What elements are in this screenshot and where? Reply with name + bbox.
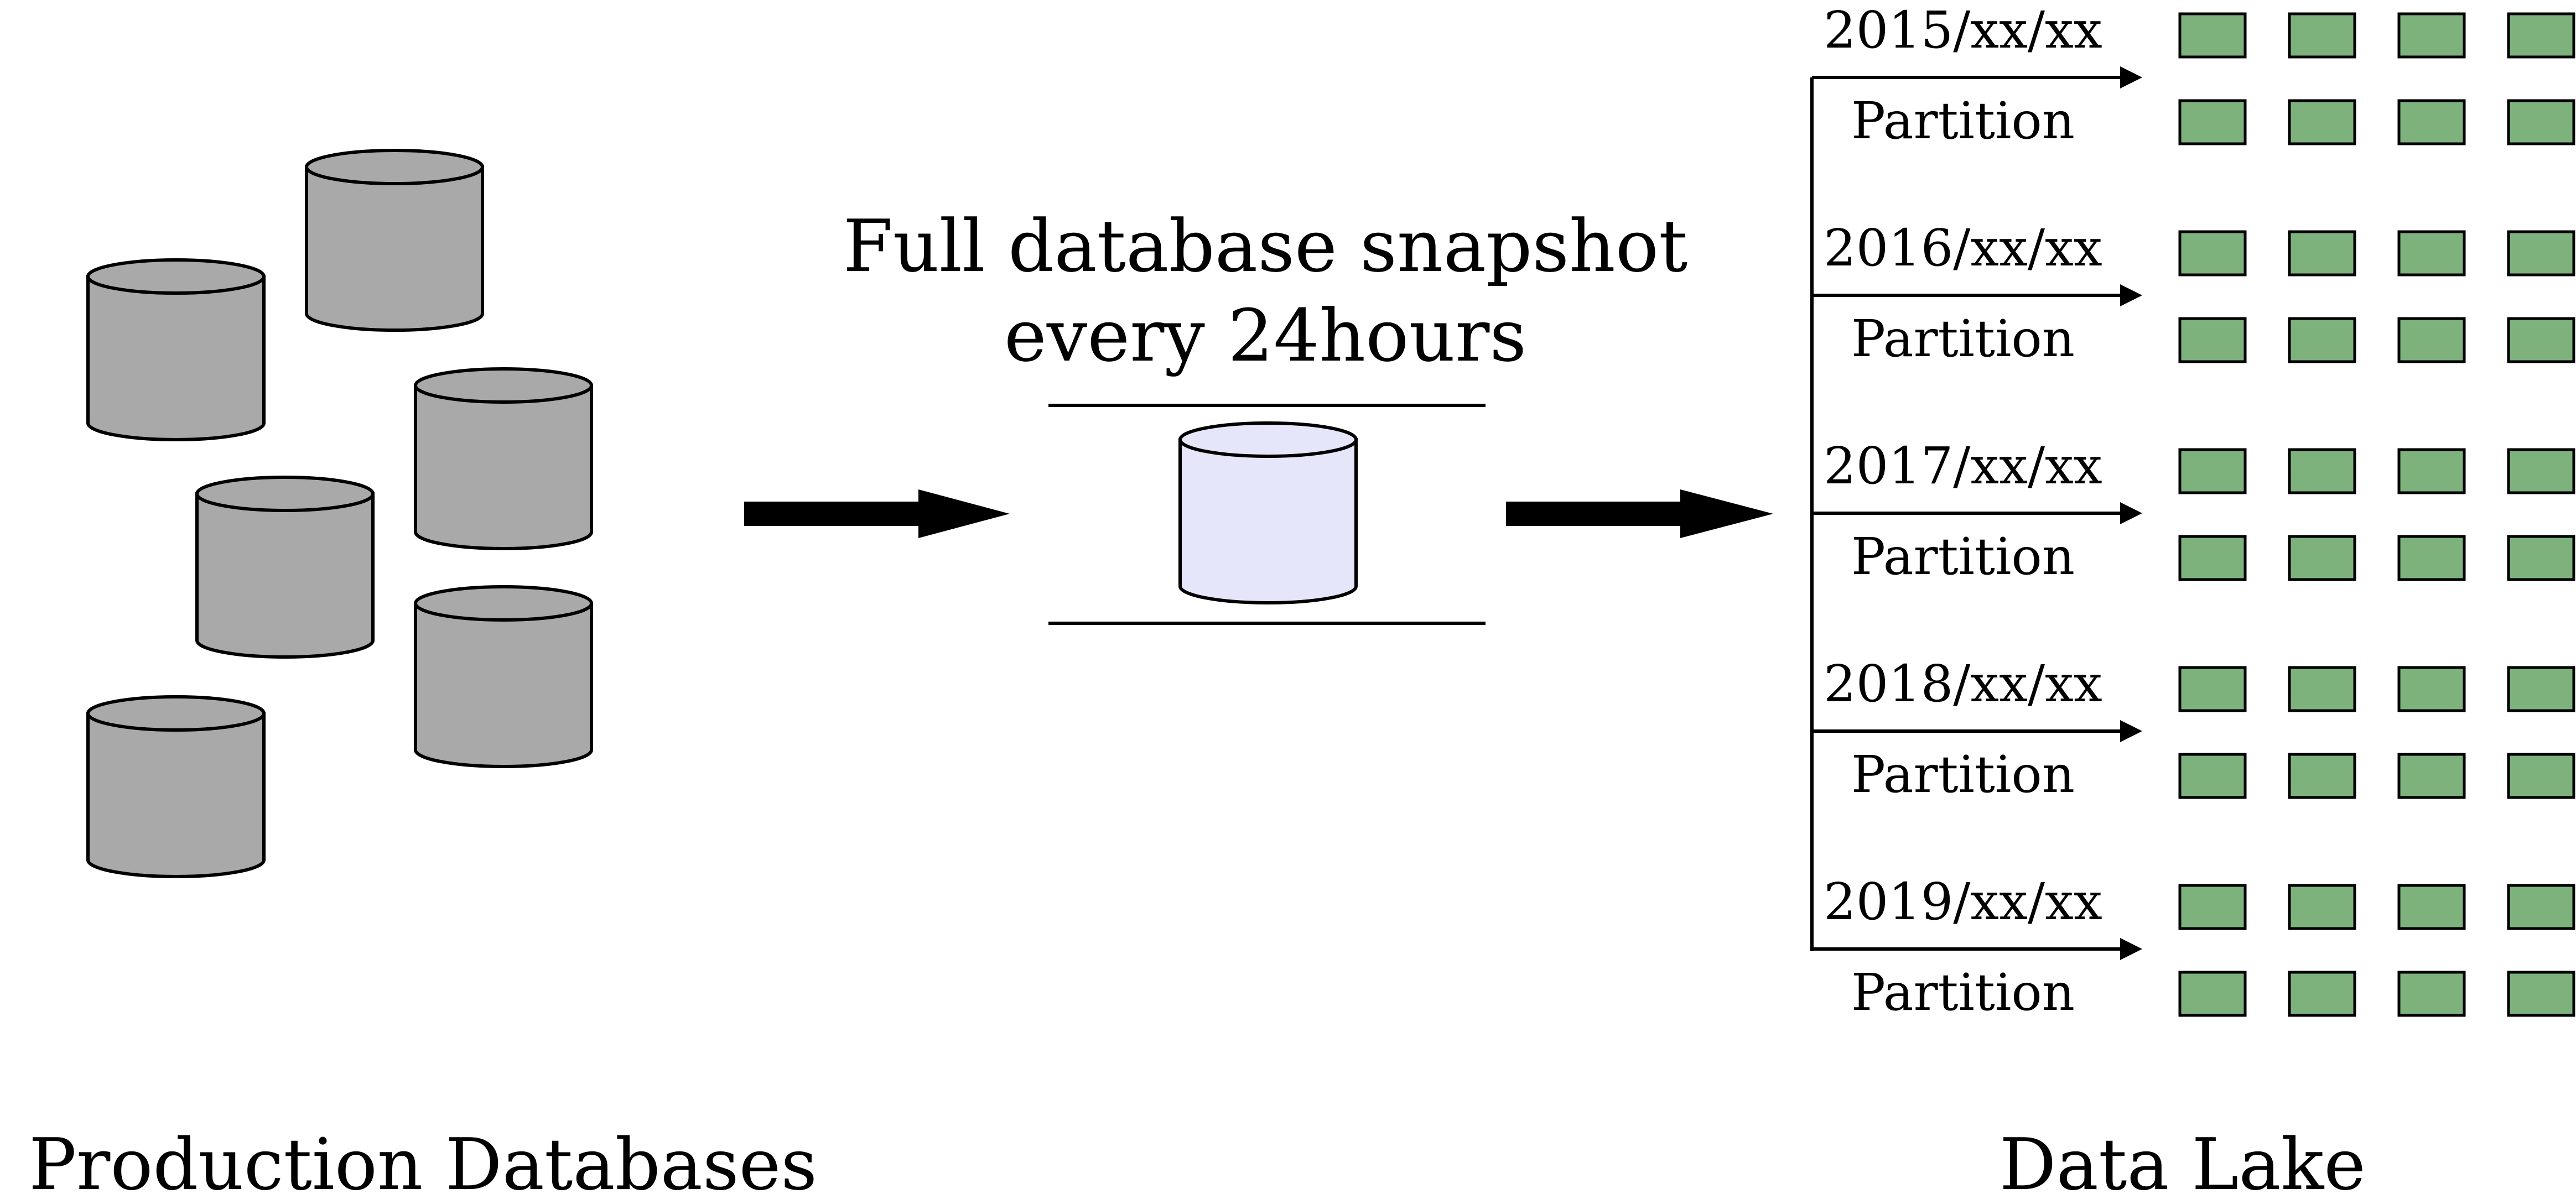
partition-block [2507, 884, 2575, 930]
partition-arrowhead [2120, 284, 2142, 306]
snapshot-database-icon [1178, 421, 1358, 604]
partition-date-label: 2015/xx/xx [1824, 1, 2102, 60]
production-database-icon [305, 149, 484, 332]
partition-date-label: 2019/xx/xx [1824, 872, 2102, 931]
partition-block [2288, 448, 2356, 494]
production-database-icon [86, 695, 266, 878]
partition-block [2397, 99, 2466, 145]
snapshot-label-line1: Full database snapshot [843, 204, 1688, 288]
partition-block [2397, 230, 2466, 277]
partition-block [2397, 753, 2466, 799]
partition-block [2288, 99, 2356, 145]
partition-block [2507, 753, 2575, 799]
partition-block [2507, 535, 2575, 581]
production-database-icon [86, 258, 266, 441]
production-database-icon [195, 476, 375, 659]
partition-label: Partition [1851, 963, 2075, 1022]
partition-block [2507, 317, 2575, 363]
production-databases-group [86, 149, 593, 878]
partition-block [2178, 753, 2247, 799]
partitions-group: 2015/xx/xxPartition2016/xx/xxPartition20… [1812, 1, 2575, 1022]
partition-block [2178, 99, 2247, 145]
partition-label: Partition [1851, 309, 2075, 368]
snapshot-label-line2: every 24hours [1004, 294, 1526, 378]
partition-label: Partition [1851, 745, 2075, 804]
partition-block [2397, 317, 2466, 363]
arrow-to-data-lake [1506, 489, 1773, 538]
partition-block [2288, 12, 2356, 59]
partition-arrowhead [2120, 66, 2142, 88]
partition-row: 2016/xx/xx Partition [1812, 218, 2575, 368]
partition-row: 2018/xx/xx Partition [1812, 654, 2575, 804]
partition-label: Partition [1851, 527, 2075, 586]
partition-block [2397, 12, 2466, 59]
partition-block [2507, 666, 2575, 712]
partition-block [2397, 884, 2466, 930]
partition-block [2288, 753, 2356, 799]
arrow-to-snapshot [744, 489, 1010, 538]
partition-block [2397, 448, 2466, 494]
partition-block [2507, 448, 2575, 494]
snapshot-database [1178, 421, 1358, 604]
partition-label: Partition [1851, 91, 2075, 150]
partition-date-label: 2017/xx/xx [1824, 436, 2102, 496]
partition-block [2178, 884, 2247, 930]
partition-block [2288, 230, 2356, 277]
partition-block [2507, 230, 2575, 277]
partition-block [2178, 666, 2247, 712]
partition-block [2178, 448, 2247, 494]
partition-block [2507, 971, 2575, 1017]
partition-block [2397, 535, 2466, 581]
partition-row: 2017/xx/xx Partition [1812, 436, 2575, 586]
partition-arrowhead [2120, 502, 2142, 524]
partition-block [2178, 317, 2247, 363]
partition-block [2397, 971, 2466, 1017]
production-databases-label: Production Databases [29, 1124, 817, 1194]
production-database-icon [414, 367, 593, 550]
partition-block [2288, 317, 2356, 363]
production-database-icon [414, 585, 593, 768]
partition-row: 2019/xx/xx Partition [1812, 872, 2575, 1022]
partition-block [2288, 666, 2356, 712]
partition-arrowhead [2120, 720, 2142, 742]
partition-arrowhead [2120, 938, 2142, 960]
partition-block [2178, 971, 2247, 1017]
partition-block [2397, 666, 2466, 712]
partition-block [2507, 12, 2575, 59]
partition-block [2288, 971, 2356, 1017]
partition-block [2178, 230, 2247, 277]
partition-row: 2015/xx/xx Partition [1812, 1, 2575, 150]
partition-block [2507, 99, 2575, 145]
data-lake-label: Data Lake [1999, 1124, 2366, 1194]
partition-block [2288, 884, 2356, 930]
partition-date-label: 2018/xx/xx [1824, 654, 2102, 713]
partition-block [2178, 12, 2247, 59]
partition-block [2178, 535, 2247, 581]
partition-block [2288, 535, 2356, 581]
partition-date-label: 2016/xx/xx [1824, 218, 2102, 278]
